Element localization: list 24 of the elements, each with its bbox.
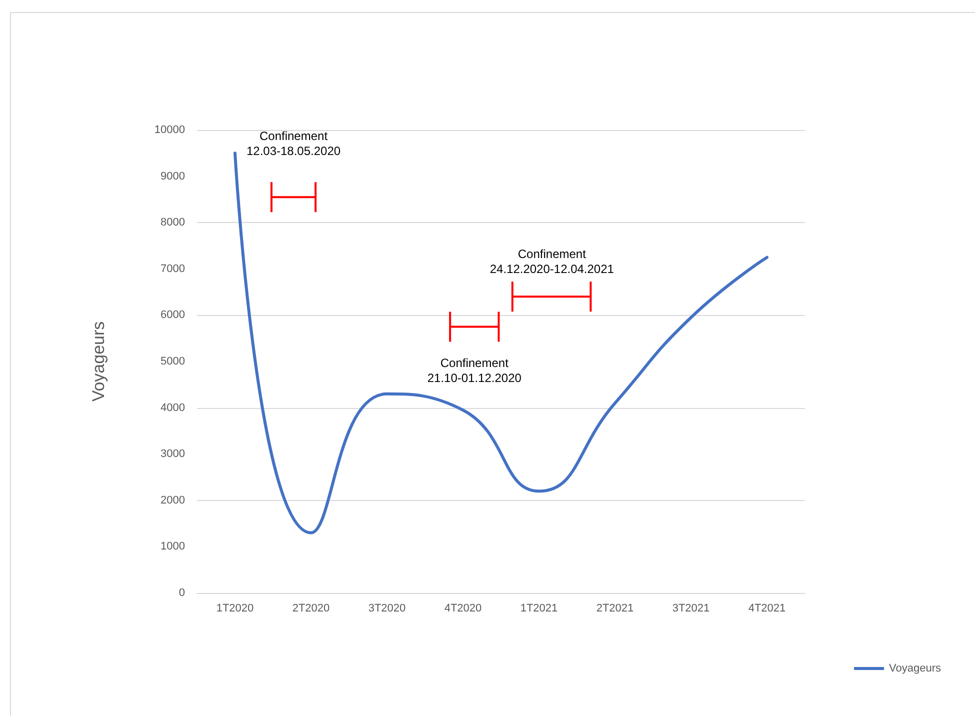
annotation: Confinement 12.03-18.05.2020: [246, 128, 341, 159]
y-tick-label: 3000: [160, 448, 185, 460]
x-tick-label: 1T2021: [520, 602, 558, 614]
y-tick-label: 8000: [160, 216, 185, 229]
y-tick-label: 7000: [160, 262, 185, 275]
x-tick-label: 2T2021: [596, 602, 634, 614]
y-tick-label: 6000: [160, 309, 185, 322]
legend-label: Voyageurs: [889, 662, 942, 674]
x-tick-label: 4T2021: [748, 602, 786, 614]
x-tick-label: 3T2021: [672, 602, 710, 614]
annotation: Confinement 24.12.2020-12.04.2021: [490, 246, 614, 277]
y-tick-label: 9000: [160, 170, 185, 182]
x-tick-label: 1T2020: [216, 602, 254, 614]
x-tick-label: 4T2020: [444, 602, 482, 614]
y-axis-title: Voyageurs: [89, 321, 108, 402]
x-tick-label: 3T2020: [368, 602, 406, 614]
y-tick-label: 5000: [160, 356, 185, 368]
annotation: Confinement 21.10-01.12.2020: [427, 356, 522, 386]
x-tick-label: 2T2020: [292, 602, 330, 614]
y-tick-label: 10000: [154, 124, 185, 136]
y-tick-label: 0: [178, 587, 185, 599]
y-tick-label: 4000: [160, 402, 185, 414]
y-tick-label: 1000: [160, 540, 185, 553]
y-tick-label: 2000: [160, 494, 185, 506]
